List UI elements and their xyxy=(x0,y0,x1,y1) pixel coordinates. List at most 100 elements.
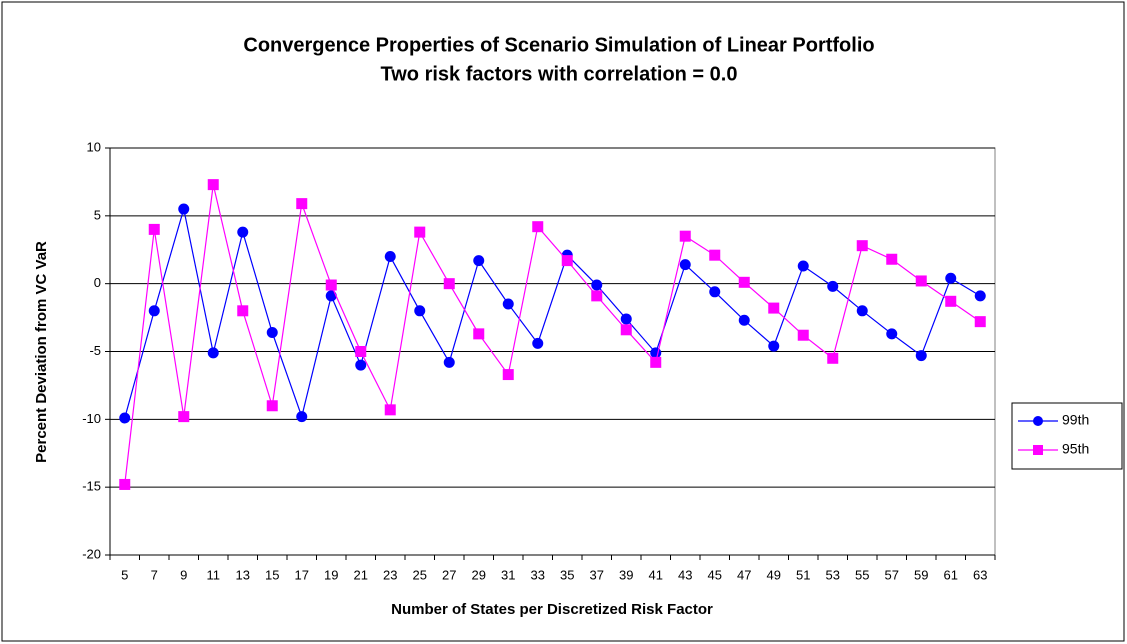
data-point xyxy=(473,328,485,340)
data-point xyxy=(650,356,662,368)
x-tick-label: 11 xyxy=(207,567,221,582)
x-tick-label: 57 xyxy=(885,567,899,582)
x-tick-label: 35 xyxy=(560,567,574,582)
data-point xyxy=(738,314,750,326)
x-tick-label: 55 xyxy=(855,567,869,582)
y-axis-title: Percent Deviation from VC VaR xyxy=(33,241,50,463)
data-point xyxy=(945,295,957,307)
data-point xyxy=(502,298,514,310)
data-point xyxy=(207,179,219,191)
data-point xyxy=(532,221,544,233)
x-tick-label: 5 xyxy=(121,567,128,582)
data-point xyxy=(709,286,721,298)
data-point xyxy=(738,276,750,288)
legend xyxy=(1011,402,1123,470)
data-point xyxy=(856,240,868,252)
x-tick-label: 61 xyxy=(944,567,958,582)
data-point xyxy=(768,340,780,352)
x-tick-label: 23 xyxy=(383,567,397,582)
data-point xyxy=(797,260,809,272)
legend-label: 95th xyxy=(1062,441,1089,457)
data-point xyxy=(532,337,544,349)
x-tick-label: 31 xyxy=(501,567,515,582)
data-point xyxy=(915,350,927,362)
data-point xyxy=(620,313,632,325)
data-point xyxy=(237,226,249,238)
data-point xyxy=(620,324,632,336)
data-point xyxy=(414,226,426,238)
data-point xyxy=(974,316,986,328)
y-tick-label: -5 xyxy=(89,343,101,358)
data-point xyxy=(148,223,160,235)
x-tick-label: 47 xyxy=(737,567,751,582)
data-point xyxy=(266,327,278,339)
x-tick-label: 25 xyxy=(413,567,427,582)
x-tick-label: 51 xyxy=(796,567,810,582)
data-point xyxy=(414,305,426,317)
data-point xyxy=(443,356,455,368)
data-point xyxy=(384,404,396,416)
data-point xyxy=(266,400,278,412)
data-point xyxy=(709,249,721,261)
data-point xyxy=(797,329,809,341)
data-point xyxy=(178,203,190,215)
series-line xyxy=(124,184,981,485)
x-tick-label: 37 xyxy=(590,567,604,582)
data-point xyxy=(945,272,957,284)
data-point xyxy=(325,279,337,291)
chart-title: Convergence Properties of Scenario Simul… xyxy=(243,34,874,56)
x-tick-label: 7 xyxy=(151,567,158,582)
data-point xyxy=(827,352,839,364)
x-tick-label: 13 xyxy=(236,567,250,582)
data-point xyxy=(473,255,485,267)
y-tick-label: -20 xyxy=(82,546,101,561)
data-point xyxy=(886,328,898,340)
data-point xyxy=(384,251,396,263)
data-point xyxy=(679,230,691,242)
data-point xyxy=(119,412,131,424)
x-tick-label: 53 xyxy=(826,567,840,582)
data-point xyxy=(148,305,160,317)
data-point xyxy=(915,275,927,287)
x-tick-label: 9 xyxy=(180,567,187,582)
x-tick-label: 39 xyxy=(619,567,633,582)
x-tick-label: 27 xyxy=(442,567,456,582)
x-tick-label: 43 xyxy=(678,567,692,582)
data-point xyxy=(591,279,603,291)
data-point xyxy=(886,253,898,265)
data-point xyxy=(296,198,308,210)
x-tick-label: 59 xyxy=(914,567,928,582)
x-tick-label: 29 xyxy=(472,567,486,582)
chart-subtitle: Two risk factors with correlation = 0.0 xyxy=(381,63,738,85)
y-tick-label: 5 xyxy=(94,207,101,222)
legend-label: 99th xyxy=(1062,412,1089,428)
data-point xyxy=(237,305,249,317)
series-line xyxy=(124,208,981,419)
x-tick-label: 45 xyxy=(708,567,722,582)
data-point xyxy=(502,369,514,381)
legend-marker xyxy=(1033,445,1043,455)
data-point xyxy=(856,305,868,317)
data-point xyxy=(355,346,367,357)
data-point xyxy=(119,478,131,490)
x-axis-title: Number of States per Discretized Risk Fa… xyxy=(391,601,713,618)
x-tick-label: 63 xyxy=(973,567,987,582)
x-tick-label: 15 xyxy=(265,567,279,582)
y-tick-label: -15 xyxy=(82,479,101,494)
data-point xyxy=(443,278,455,290)
data-point xyxy=(296,411,308,423)
x-tick-label: 21 xyxy=(354,567,368,582)
y-tick-label: 0 xyxy=(94,275,101,290)
x-tick-label: 41 xyxy=(649,567,663,582)
data-point xyxy=(178,411,190,423)
data-point xyxy=(827,280,839,292)
legend-marker xyxy=(1033,416,1043,426)
data-point xyxy=(679,259,691,271)
data-point xyxy=(355,359,367,371)
data-point xyxy=(207,347,219,359)
x-tick-label: 33 xyxy=(531,567,545,582)
x-tick-label: 17 xyxy=(295,567,309,582)
data-point xyxy=(561,255,573,267)
data-point xyxy=(591,290,603,302)
